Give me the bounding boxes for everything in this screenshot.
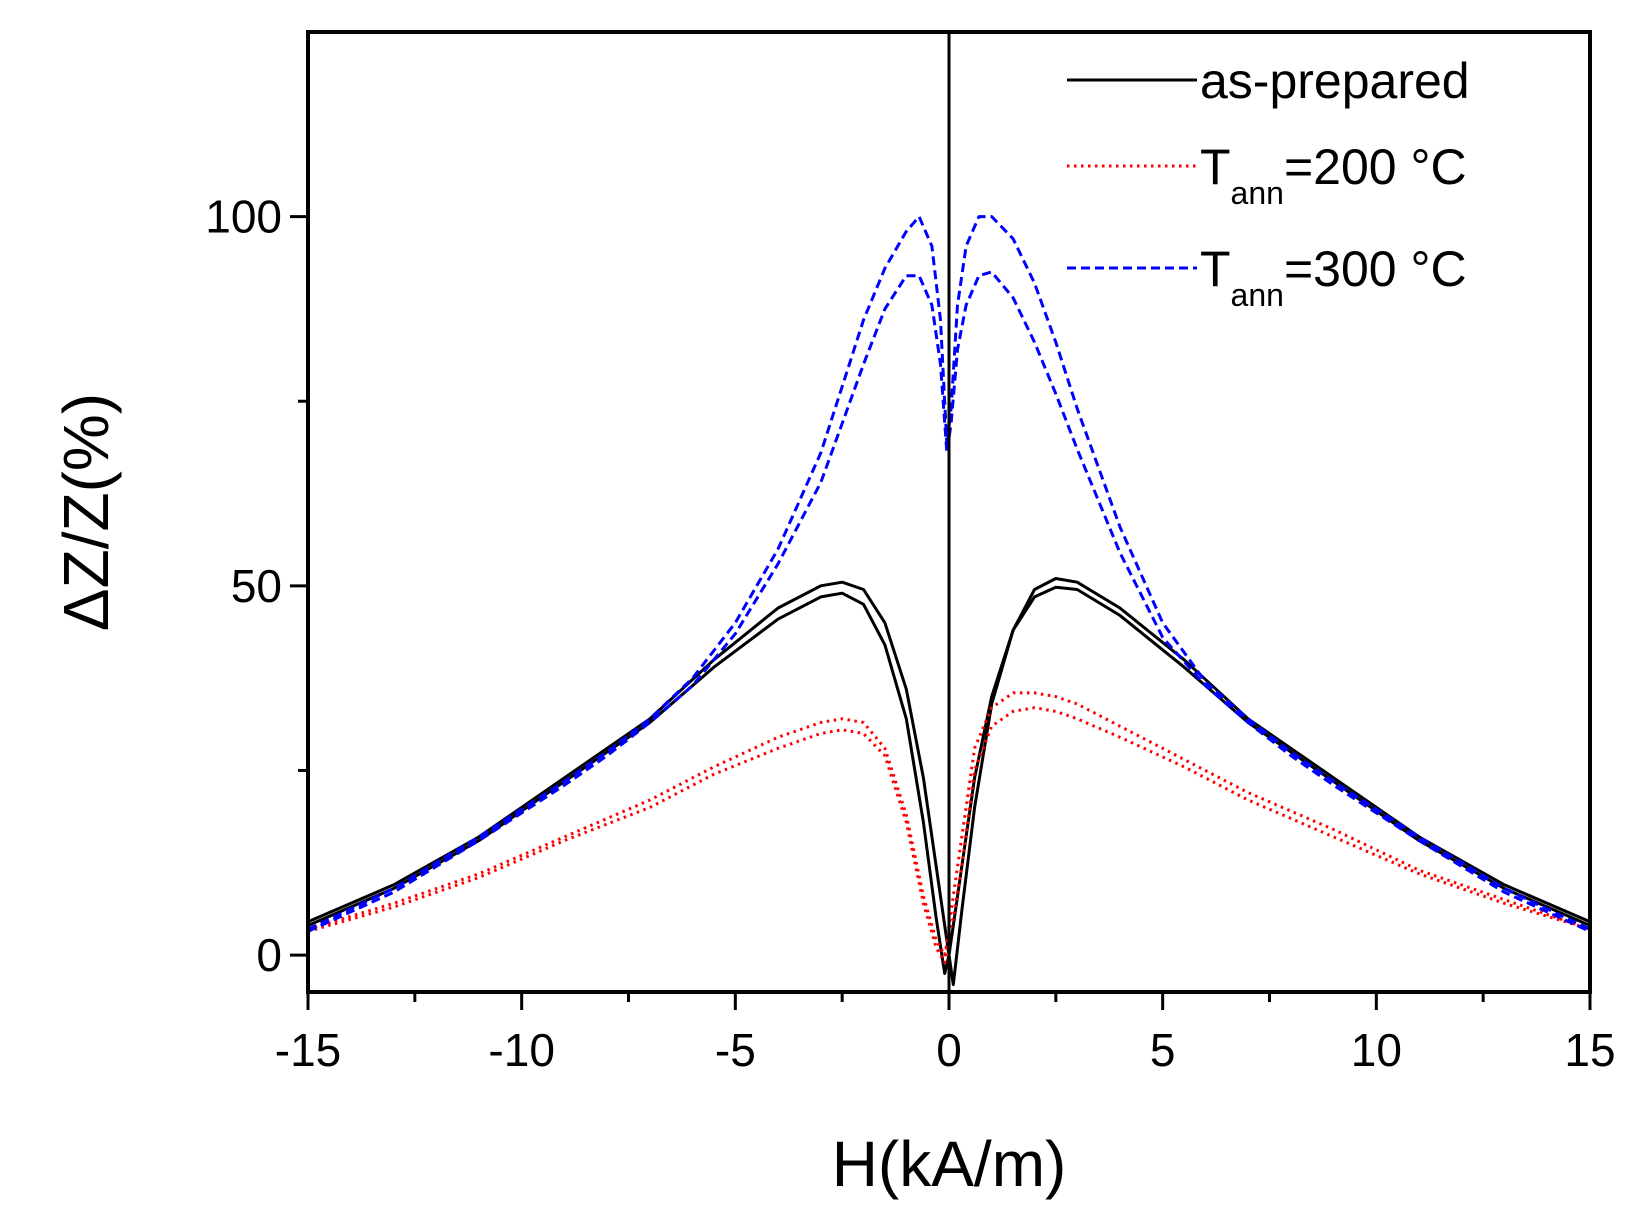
legend-label-0: as-prepared xyxy=(1200,53,1470,109)
x-tick-label: -10 xyxy=(488,1024,554,1076)
series-1-line-1 xyxy=(307,691,1591,964)
legend: as-prepared Tann=200 °C Tann=300 °C xyxy=(1067,53,1470,313)
x-axis-title: H(kA/m) xyxy=(832,1128,1067,1200)
x-tick-label: 15 xyxy=(1564,1024,1615,1076)
x-tick-label: 10 xyxy=(1351,1024,1402,1076)
y-tick-label: 100 xyxy=(205,191,282,243)
series-2-line-0 xyxy=(307,215,1591,931)
legend-label-1: Tann=200 °C xyxy=(1200,139,1467,211)
y-tick-label: 0 xyxy=(256,929,282,981)
x-tick-label: 5 xyxy=(1150,1024,1176,1076)
x-tick-label: 0 xyxy=(936,1024,962,1076)
x-tick-label: -15 xyxy=(275,1024,341,1076)
x-tick-label: -5 xyxy=(715,1024,756,1076)
series-2-line-1 xyxy=(307,270,1591,933)
y-axis-title: ΔZ/Z(%) xyxy=(50,393,122,631)
ticks-layer: -15 -10 -5 0 5 10 15 0 50 100 xyxy=(205,191,1615,1076)
legend-label-2: Tann=300 °C xyxy=(1200,241,1467,313)
y-tick-label: 50 xyxy=(231,560,282,612)
